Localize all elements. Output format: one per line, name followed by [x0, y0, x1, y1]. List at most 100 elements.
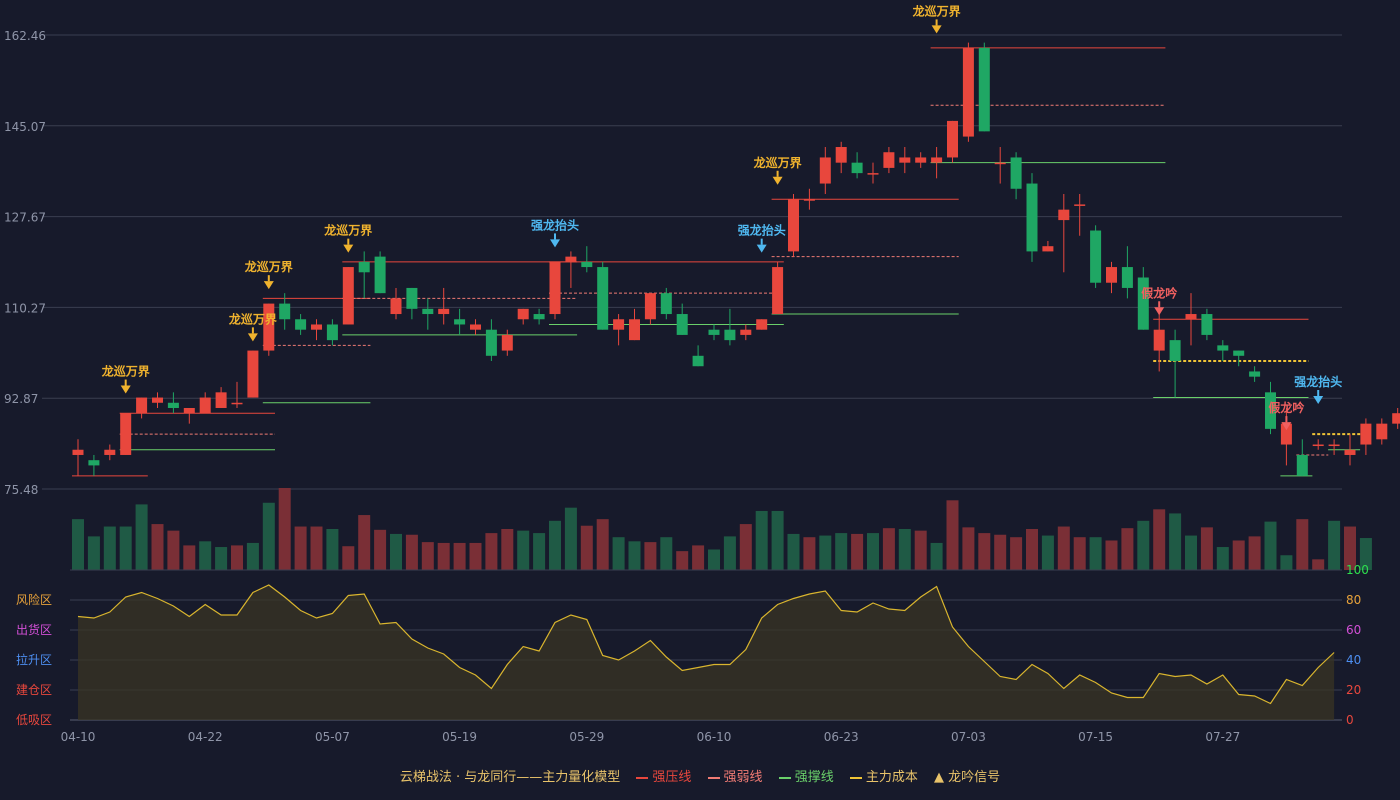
candle-body: [692, 355, 704, 367]
volume-bar: [358, 515, 371, 570]
candle-body: [867, 173, 879, 175]
candle-body: [199, 397, 211, 414]
candle-body: [1153, 329, 1165, 351]
candle-body: [1344, 449, 1356, 455]
signal-arrow-icon: [772, 176, 783, 185]
candle-body: [247, 350, 259, 398]
candle-body: [501, 334, 513, 351]
signal-arrow-icon: [1154, 307, 1165, 316]
x-tick-label: 07-03: [951, 730, 986, 744]
volume-bar: [1153, 509, 1166, 570]
signal-label: 龙巡万界: [324, 223, 372, 238]
candle-body: [740, 329, 752, 335]
volume-bar: [1328, 520, 1341, 570]
candle-body: [295, 319, 307, 330]
candle-body: [183, 407, 195, 414]
candle-body: [342, 267, 354, 325]
candle-body: [788, 199, 799, 252]
volume-bar: [660, 537, 673, 570]
volume-bar: [787, 533, 800, 570]
volume-bar: [819, 535, 832, 570]
signal-arrow-icon: [263, 281, 274, 290]
price-grid: [42, 34, 1342, 490]
volume-bar: [1264, 521, 1277, 570]
volume-bar: [898, 529, 911, 570]
volume-bar: [262, 502, 275, 570]
volume-bar: [914, 530, 927, 570]
volume-bar: [453, 542, 466, 570]
volume-bar: [1089, 537, 1102, 570]
volume-bar: [501, 529, 514, 570]
candle-body: [756, 319, 768, 330]
candle-body: [676, 314, 688, 335]
price-axis-labels: 162.46 145.07 127.67 110.27 92.87 75.48: [4, 29, 46, 497]
risk-tick-label: 40: [1346, 653, 1361, 667]
candle-body: [613, 319, 625, 330]
x-tick-label: 06-10: [697, 730, 732, 744]
volume-bar: [72, 519, 84, 570]
date-axis-labels: 04-10 04-22 05-07 05-19 05-29 06-10 06-23 07-03…: [61, 730, 1241, 744]
x-tick-label: 06-23: [824, 730, 859, 744]
y-tick-label: 127.67: [4, 211, 46, 225]
volume-bar: [119, 526, 132, 570]
candle-body: [915, 157, 927, 163]
volume-bar: [342, 546, 355, 570]
candle-body: [1106, 267, 1117, 283]
signal-arrow-icon: [120, 385, 131, 394]
signal-arrow-icon: [343, 244, 354, 253]
risk-tick-label: 80: [1346, 593, 1361, 607]
candle-body: [231, 402, 243, 405]
volume-bar: [1312, 559, 1325, 570]
volume-bar: [835, 533, 848, 570]
x-tick-label: 07-27: [1205, 730, 1240, 744]
x-tick-label: 04-22: [188, 730, 223, 744]
candle-body: [263, 303, 275, 351]
volume-bar: [151, 524, 164, 570]
y-tick-label: 92.87: [4, 392, 38, 406]
legend-item-pressure[interactable]: 强压线: [636, 766, 691, 785]
volume-bar: [1041, 535, 1054, 570]
triangle-icon: ▲: [934, 770, 944, 785]
candle-body: [1169, 340, 1181, 362]
volume-bar: [1296, 519, 1309, 570]
candle-body: [581, 261, 593, 268]
legend-item-weak[interactable]: 强弱线: [707, 766, 763, 785]
volume-bar: [437, 542, 450, 570]
legend-title: 云梯战法 · 与龙同行——主力量化模型: [399, 770, 621, 785]
volume-bar: [962, 527, 975, 570]
signal-label: 假龙吟: [1141, 285, 1177, 300]
risk-zone-label: 拉升区: [16, 652, 52, 667]
x-tick-label: 05-07: [315, 730, 350, 744]
candle-body: [167, 402, 179, 408]
risk-tick-label: 60: [1346, 623, 1361, 637]
signal-label: 假龙吟: [1268, 400, 1304, 415]
candle-body: [1042, 246, 1054, 252]
signal-label: 龙巡万界: [245, 259, 293, 274]
legend-item-support[interactable]: 强撑线: [778, 766, 834, 785]
candle-body: [279, 303, 291, 320]
candle-body: [1058, 209, 1070, 221]
candle-body: [390, 298, 402, 315]
candle-body: [1137, 277, 1149, 330]
candle-body: [1185, 314, 1197, 320]
risk-zone-label: 建仓区: [16, 683, 52, 697]
volume-bar: [1280, 555, 1293, 570]
y-tick-label: 145.07: [4, 120, 46, 134]
candle-body: [549, 261, 561, 315]
risk-zone-label: 低吸区: [16, 713, 52, 727]
volume-bar: [755, 510, 768, 570]
candle-body: [88, 460, 100, 466]
candle-body: [1296, 454, 1308, 476]
legend-item-signal[interactable]: ▲ 龙吟信号: [934, 770, 1001, 785]
candle-body: [660, 293, 672, 315]
volume-bar: [1057, 526, 1070, 570]
volume-bar: [676, 551, 689, 570]
x-tick-label: 05-19: [442, 730, 477, 744]
candle-body: [851, 162, 863, 174]
legend-item-cost[interactable]: 主力成本: [849, 766, 918, 785]
volume-bar: [1359, 538, 1372, 570]
candle-body: [438, 308, 450, 315]
volume-bar: [1185, 535, 1197, 570]
volume-bar: [1073, 537, 1086, 570]
